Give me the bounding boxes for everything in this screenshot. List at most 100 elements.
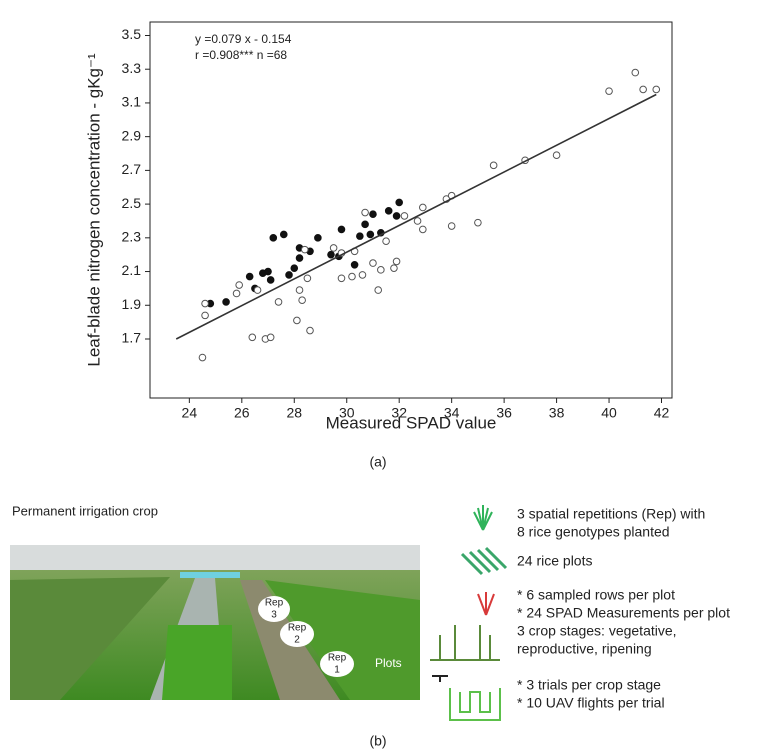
x-tick-label: 40 [601, 405, 617, 421]
point [232, 289, 241, 298]
point [222, 298, 230, 306]
x-tick-label: 26 [234, 405, 250, 421]
point [248, 333, 257, 342]
point [384, 207, 393, 215]
point [245, 272, 254, 281]
rep-label: 3 [271, 610, 277, 621]
point [293, 316, 301, 325]
point [295, 286, 304, 294]
point [419, 225, 427, 234]
point [400, 212, 409, 220]
point [201, 299, 209, 308]
x-tick-label: 42 [654, 405, 670, 421]
point [235, 281, 243, 289]
plots-right [265, 580, 420, 700]
panel-title: Permanent irrigation crop [12, 503, 158, 518]
point [306, 326, 314, 335]
y-tick-label: 1.9 [122, 296, 142, 312]
rep-label: 1 [334, 665, 340, 676]
x-tick-label: 38 [549, 405, 565, 421]
photo: Rep 3 Rep 2 Rep 1 Plots [10, 545, 420, 700]
x-tick-label: 28 [286, 405, 302, 421]
icon-sampled [477, 592, 495, 616]
y-axis-label: Leaf-blade nitrogen concentration - gKg⁻… [84, 53, 103, 367]
y-tick-label: 2.9 [122, 127, 142, 143]
point [392, 212, 401, 220]
rep-label: Rep [265, 598, 284, 609]
point [474, 218, 482, 227]
point [413, 217, 422, 225]
y-tick-label: 2.3 [122, 229, 142, 245]
point [356, 232, 364, 240]
point [298, 296, 306, 305]
point [605, 87, 613, 95]
y-tick-label: 2.7 [122, 161, 142, 177]
item: * 24 SPAD Measurements per plot [517, 605, 730, 621]
point [361, 208, 369, 217]
point [631, 68, 640, 77]
point [447, 222, 456, 230]
rep-label: Rep [288, 623, 307, 634]
point [552, 151, 561, 160]
item: 8 rice genotypes planted [517, 524, 670, 540]
rep-marker [280, 621, 314, 647]
point [392, 257, 401, 266]
rep-marker [320, 651, 354, 677]
y-tick-label: 2.5 [122, 195, 142, 211]
point [348, 272, 356, 281]
point [266, 333, 275, 342]
item: reproductive, ripening [517, 641, 652, 657]
caption: (a) [369, 454, 386, 470]
point [303, 274, 312, 283]
point [369, 210, 377, 219]
plot [162, 625, 232, 700]
annotation: y =0.079 x - 0.154 [195, 32, 292, 46]
x-tick-label: 32 [391, 405, 407, 421]
point [377, 266, 385, 274]
point [198, 353, 207, 362]
x-tick-label: 36 [496, 405, 512, 421]
point [337, 274, 346, 283]
rep-label: Rep [328, 653, 347, 664]
icon-drone [432, 675, 448, 682]
y-tick-label: 3.3 [122, 60, 142, 76]
point [639, 85, 647, 94]
point [419, 203, 427, 212]
y-tick-label: 1.7 [122, 330, 142, 346]
icon-flights [449, 688, 501, 721]
icon-stages [430, 625, 500, 661]
point [358, 271, 367, 279]
point [350, 260, 359, 269]
point [279, 230, 288, 239]
point [314, 234, 322, 242]
point [395, 198, 403, 207]
fit-line [175, 93, 657, 340]
y-tick-label: 2.1 [122, 262, 142, 278]
x-tick-label: 34 [444, 405, 460, 421]
point [285, 271, 293, 279]
y-tick-label: 3.5 [122, 26, 142, 42]
point [269, 234, 278, 242]
point [329, 244, 338, 252]
plots-left [10, 577, 170, 700]
point [300, 245, 309, 254]
point [382, 237, 390, 245]
x-tick-label: 30 [339, 405, 355, 421]
point [652, 85, 661, 94]
x-tick-label: 24 [182, 405, 198, 421]
point [201, 311, 209, 320]
item: 3 spatial repetitions (Rep) with [517, 506, 705, 522]
rep-label: 2 [294, 635, 300, 646]
point [390, 264, 398, 272]
point [374, 286, 383, 294]
point [295, 254, 304, 262]
point [366, 230, 375, 239]
y-tick-label: 3.1 [122, 94, 142, 110]
icons [430, 505, 508, 721]
icon-rice [473, 505, 493, 531]
point [266, 276, 275, 284]
item: 3 crop stages: vegetative, [517, 623, 677, 639]
point [253, 286, 262, 294]
annotation: r =0.908*** n =68 [195, 48, 287, 62]
